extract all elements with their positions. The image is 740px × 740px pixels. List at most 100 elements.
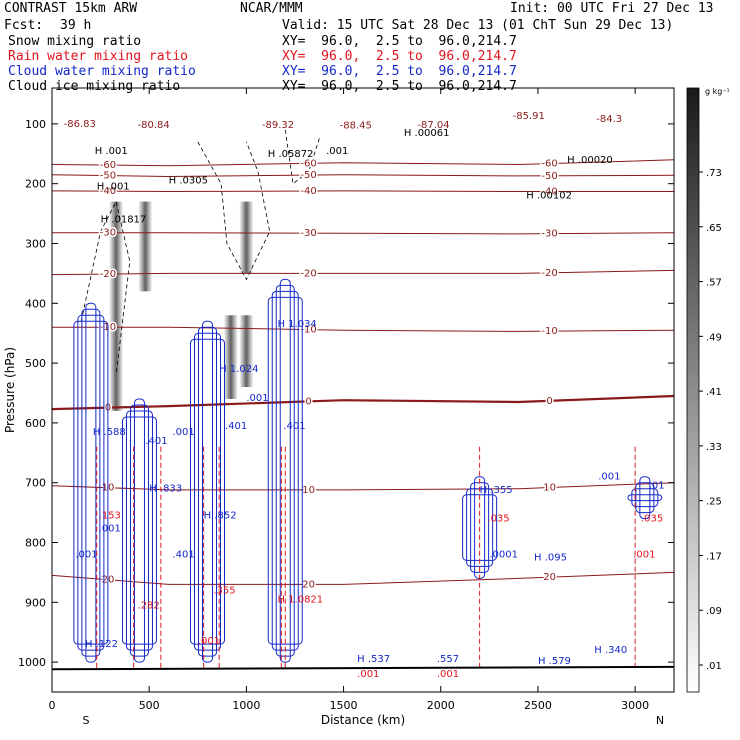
temperature-contour [52,269,674,276]
temperature-minimum-label: -89.32 [262,120,294,131]
temperature-contour-label: -30 [300,228,316,239]
temperature-contour-label: 0 [546,396,552,407]
field-value-label: .001 [246,393,268,404]
colorbar-level-label: .73 [706,168,722,179]
cloud-water-contour [85,302,97,663]
temperature-contour-label: -40 [300,186,316,197]
y-tick-label: 900 [25,596,46,609]
surface-line [52,665,674,671]
field-value-label: H .355 [480,485,513,496]
cloud-water-contour [627,494,663,502]
field-value-label: .035 [487,514,509,525]
colorbar-level-label: .01 [706,661,722,672]
colorbar-level-label: .17 [706,551,722,562]
field-cloudice-name: Cloud ice mixing ratio [8,79,181,94]
temperature-contour [52,326,674,332]
temperature-contour-label: 0 [305,396,311,407]
field-value-label: .035 [641,514,663,525]
temperature-contour [52,232,674,235]
temperature-contour-label: 10 [302,485,315,496]
field-value-label: H 1.0821 [277,594,323,605]
field-value-label: .001 [357,669,379,680]
cloud-water-contour [77,314,105,651]
cloud-water-contour [81,308,101,657]
field-value-label: H .001 [95,146,128,157]
temperature-contour [52,190,674,193]
valid-time: Valid: 15 UTC Sat 28 Dec 13 (01 ChT Sun … [282,18,674,33]
ice-shade-column [138,201,153,292]
ice-shade-column [239,201,254,274]
temperature-minimum-label: -80.84 [138,120,170,131]
field-value-label: .153 [99,511,121,522]
ice-shade-column [239,315,254,388]
temperature-contour [52,159,674,167]
x-tick-label: 500 [139,699,160,712]
temperature-minimum-label: -84.3 [596,114,622,125]
y-tick-label: 500 [25,357,46,370]
colorbar: g kg⁻¹ .01 .09 .17 .25 .33 .41 .49 .57 .65 .73 [686,87,730,693]
temperature-contour-label: 10 [543,482,556,493]
colorbar-level-label: .33 [706,442,722,453]
field-value-label: H .588 [93,427,126,438]
forecast-hour: 39 h [60,18,92,33]
x-tick-label: 3000 [621,699,649,712]
colorbar-level-label: .49 [706,332,722,343]
y-tick-label: 400 [25,297,46,310]
field-value-label: H .0305 [169,176,208,187]
colorbar-level-label: .57 [706,278,722,289]
colorbar-unit: g kg⁻¹ [705,87,730,96]
field-rain-xy: XY= 96.0, 2.5 to 96.0,214.7 [282,49,517,64]
field-value-label: H .001 [97,182,130,193]
field-value-label: .001 [99,524,121,535]
y-tick-label: 700 [25,477,46,490]
y-tick-label: 100 [25,118,46,131]
y-tick-label: 200 [25,178,46,191]
temperature-contour-label: -20 [100,269,116,280]
x-tick-label: 2000 [427,699,455,712]
field-value-label: .401 [283,421,305,432]
field-value-label: .001 [437,669,459,680]
field-value-label: .355 [213,585,235,596]
field-value-label: .557 [437,654,459,665]
field-snow-xy: XY= 96.0, 2.5 to 96.0,214.7 [282,34,517,49]
cloud-water-contour [194,332,221,651]
field-snow-name: Snow mixing ratio [8,34,142,49]
cloud-water-contour [267,296,303,645]
temperature-contour-label: -30 [541,229,557,240]
snow-contour [80,200,131,376]
temperature-contour-label: -60 [541,159,557,170]
x-tick-label: 1500 [330,699,358,712]
field-cloudice-xy: XY= 96.0, 2.5 to 96.0,214.7 [282,79,517,94]
temperature-contour-label: -50 [541,171,557,182]
field-value-label: H .579 [538,656,571,667]
field-cloudwater-xy: XY= 96.0, 2.5 to 96.0,214.7 [282,64,517,79]
temperature-contour-label: 20 [302,579,315,590]
cloud-water-contour [198,326,217,657]
snow-contour [284,129,321,185]
field-value-label: .401 [173,549,195,560]
forecast-label: Fcst: [4,18,44,33]
cloud-water-contour [279,278,291,663]
temperature-contour [52,482,674,491]
field-value-label: .0001 [489,549,518,560]
x-end-label-south: S [83,714,90,727]
cloud-water-contour [631,488,659,508]
temperature-contour-label: -10 [300,325,316,336]
cloud-water-contour [639,476,651,520]
field-value-label: H .00020 [567,155,613,166]
plot-frame [51,87,675,693]
field-value-label: .001 [75,549,97,560]
temperature-contour-label: -40 [541,186,557,197]
y-axis-title: Pressure (hPa) [3,347,17,433]
field-value-label: H .340 [594,645,627,656]
field-value-label: H .00061 [404,128,450,139]
init-time: Init: 00 UTC Fri 27 Dec 13 [510,1,714,16]
field-value-label: H .01817 [101,215,147,226]
cloud-water-contour [121,416,157,645]
colorbar-level-label: .25 [706,497,722,508]
temperature-contour [52,394,674,411]
y-tick-label: 800 [25,536,46,549]
colorbar-level-label: .65 [706,223,722,234]
field-value-label: .401 [145,436,167,447]
temperature-contour-label: -40 [100,186,116,197]
